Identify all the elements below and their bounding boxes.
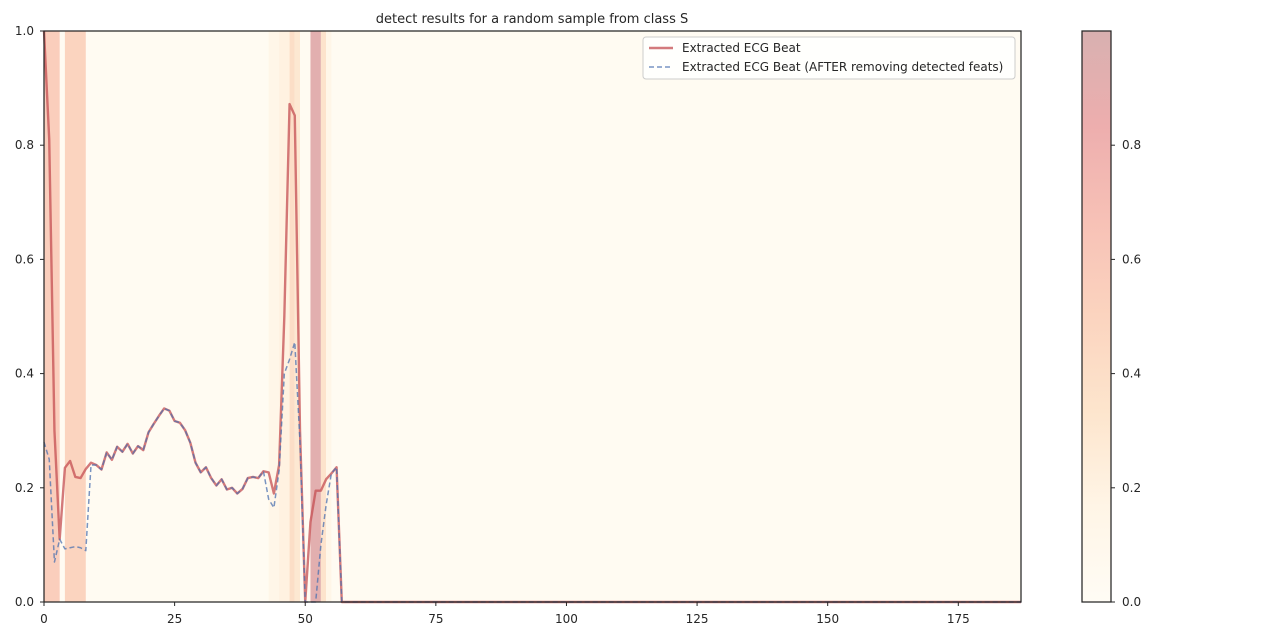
colorbar-tick-label: 0.8 bbox=[1122, 138, 1141, 152]
series-line-after-removal bbox=[43, 341, 1021, 603]
colorbar-tick-label: 0.6 bbox=[1122, 252, 1141, 266]
y-tick-label: 0.4 bbox=[15, 367, 34, 381]
legend: Extracted ECG Beat Extracted ECG Beat (AF… bbox=[642, 36, 1016, 80]
plot-background bbox=[44, 31, 1021, 602]
legend-label: Extracted ECG Beat (AFTER removing detec… bbox=[682, 60, 1003, 74]
colorbar-tick-label: 0.2 bbox=[1122, 481, 1141, 495]
highlight-band bbox=[326, 31, 332, 602]
y-tick-label: 0.6 bbox=[15, 252, 34, 266]
highlight-band bbox=[64, 31, 86, 602]
highlight-band bbox=[310, 31, 321, 602]
y-tick-label: 0.0 bbox=[15, 595, 34, 609]
x-tick-label: 75 bbox=[428, 612, 443, 626]
colorbar-gradient bbox=[1081, 30, 1112, 603]
chart-title: detect results for a random sample from … bbox=[376, 12, 689, 27]
highlight-band bbox=[289, 31, 295, 602]
y-tick-label: 0.8 bbox=[15, 138, 34, 152]
colorbar-tick-label: 0.4 bbox=[1122, 367, 1141, 381]
legend-box bbox=[642, 36, 1016, 80]
plot-frame bbox=[43, 30, 1022, 603]
x-tick-label: 25 bbox=[167, 612, 182, 626]
y-tick-label: 0.2 bbox=[15, 481, 34, 495]
y-tick-label: 1.0 bbox=[15, 24, 34, 38]
x-tick-label: 0 bbox=[40, 612, 48, 626]
colorbar: 0.0 0.2 0.4 0.6 0.8 bbox=[1081, 30, 1141, 609]
legend-label: Extracted ECG Beat bbox=[682, 41, 801, 55]
series-lines bbox=[42, 30, 1021, 604]
colorbar-tick-label: 0.0 bbox=[1122, 595, 1141, 609]
x-tick-label: 175 bbox=[947, 612, 970, 626]
x-tick-label: 125 bbox=[686, 612, 709, 626]
highlight-band bbox=[320, 31, 327, 602]
x-tick-label: 100 bbox=[555, 612, 578, 626]
plot-area-fill bbox=[44, 31, 1021, 602]
x-tick-label: 50 bbox=[298, 612, 313, 626]
highlight-band bbox=[268, 31, 280, 602]
x-axis: 0 25 50 75 100 125 150 175 bbox=[40, 602, 970, 626]
y-axis: 0.0 0.2 0.4 0.6 0.8 1.0 bbox=[15, 24, 44, 609]
x-tick-label: 150 bbox=[816, 612, 839, 626]
